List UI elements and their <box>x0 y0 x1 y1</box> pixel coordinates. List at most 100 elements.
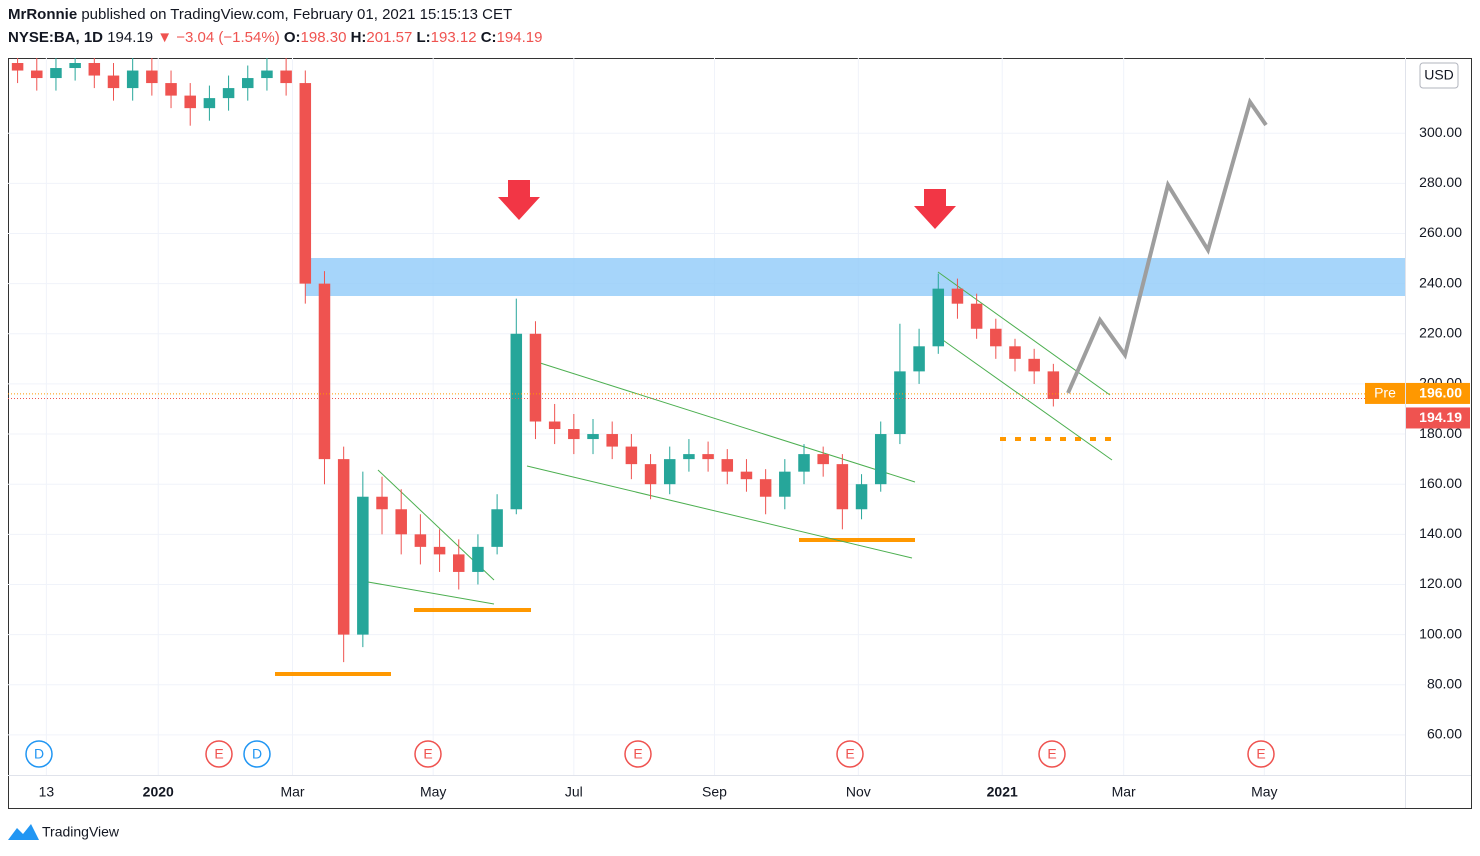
pre-price-label: 196.00 <box>1419 385 1462 401</box>
candle-body <box>414 534 427 547</box>
candle-body <box>951 288 964 304</box>
candle-body <box>318 283 331 460</box>
published: published on TradingView.com, February 0… <box>81 6 513 23</box>
candle-body <box>184 95 196 109</box>
event-marker <box>25 740 53 768</box>
channels <box>367 271 1113 605</box>
candle-body <box>472 546 484 572</box>
x-tick-label: May <box>1251 784 1277 800</box>
event-label: E <box>214 746 223 762</box>
candle-body <box>165 83 177 96</box>
event-label: D <box>34 746 44 762</box>
pre-label: Pre <box>1374 385 1396 401</box>
candle-body <box>510 333 523 510</box>
h-label: H: <box>350 29 367 46</box>
last-price-tag <box>1406 407 1470 429</box>
candle-body <box>970 303 983 329</box>
x-tick-label: 2021 <box>987 784 1018 800</box>
x-tick-label: 13 <box>39 784 55 800</box>
pre-price-tag <box>1406 382 1470 404</box>
candle-body <box>88 63 101 76</box>
candle-body <box>548 421 561 430</box>
candle-body <box>855 484 868 510</box>
brand: TradingView <box>42 824 120 840</box>
candle-body <box>261 70 273 79</box>
y-tick-label: 260.00 <box>1419 224 1462 240</box>
o-label: O: <box>283 29 301 46</box>
y-tick-label: 240.00 <box>1419 274 1462 290</box>
candle-body <box>433 546 446 555</box>
x-tick-label: Nov <box>846 784 871 800</box>
candle-body <box>1047 371 1060 399</box>
candle-body <box>1028 358 1040 372</box>
symbol-line: NYSE:BA, 1D 194.19 ▼ −3.04 (−1.54%) O:19… <box>8 29 542 46</box>
symbol: NYSE:BA, 1D <box>8 29 104 46</box>
candle-body <box>395 509 407 535</box>
last-price-label: 194.19 <box>1419 409 1462 425</box>
candle-body <box>779 471 791 497</box>
pre-tag <box>1365 382 1405 404</box>
frame <box>8 58 1472 809</box>
event-marker <box>1247 740 1275 768</box>
candle-body <box>606 434 618 447</box>
x-tick-label: 2020 <box>143 784 174 800</box>
candle-body <box>894 371 906 435</box>
x-tick-label: Jul <box>565 784 583 800</box>
candle-body <box>644 464 657 485</box>
l: 193.12 <box>430 29 477 46</box>
currency-box <box>1419 62 1459 89</box>
candle-body <box>587 434 599 440</box>
x-tick-label: May <box>420 784 446 800</box>
o: 198.30 <box>300 29 347 46</box>
logo: TradingView <box>8 824 120 840</box>
arrow-down <box>914 189 956 229</box>
y-tick-label: 220.00 <box>1419 324 1462 340</box>
candle-body <box>529 333 542 422</box>
candle-body <box>280 70 292 84</box>
candle-body <box>11 63 24 71</box>
candle-body <box>107 75 120 89</box>
event-marker <box>1038 740 1066 768</box>
candle-body <box>740 471 753 480</box>
candle-body <box>69 63 81 69</box>
c-label: C: <box>480 29 497 46</box>
candle-body <box>203 98 216 109</box>
y-tick-label: 140.00 <box>1419 525 1462 541</box>
candle-body <box>337 459 350 635</box>
candle-body <box>798 454 810 472</box>
candle-body <box>376 496 388 510</box>
y-tick-label: 180.00 <box>1419 425 1462 441</box>
candle-body <box>50 68 62 79</box>
candle-body <box>357 496 369 635</box>
candle-body <box>491 509 503 547</box>
currency: USD <box>1424 67 1454 83</box>
y-tick-label: 80.00 <box>1427 675 1462 691</box>
y-tick-label: 60.00 <box>1427 726 1462 742</box>
event-marker <box>205 740 233 768</box>
projection <box>1066 97 1268 394</box>
support-lines <box>275 437 1112 676</box>
candle-body <box>299 83 312 284</box>
candle-body <box>990 328 1002 347</box>
y-tick-label: 100.00 <box>1419 625 1462 641</box>
y-tick-label: 120.00 <box>1419 575 1462 591</box>
event-label: E <box>423 746 432 762</box>
candle-body <box>126 70 139 89</box>
change: ▼ −3.04 (−1.54%) <box>157 29 280 46</box>
candle-body <box>836 464 849 510</box>
x-tick-label: Sep <box>702 784 727 800</box>
x-tick-label: Mar <box>280 784 304 800</box>
candle-body <box>222 88 235 99</box>
candle-body <box>1009 346 1021 359</box>
event-label: E <box>845 746 854 762</box>
event-label: D <box>252 746 262 762</box>
y-tick-label: 160.00 <box>1419 475 1462 491</box>
author: MrRonnie <box>8 6 78 23</box>
events: D E D E E E E E <box>25 740 1275 768</box>
candle-body <box>817 454 829 465</box>
x-tick-label: Mar <box>1112 784 1136 800</box>
h: 201.57 <box>366 29 413 46</box>
logo-mark <box>8 824 39 840</box>
